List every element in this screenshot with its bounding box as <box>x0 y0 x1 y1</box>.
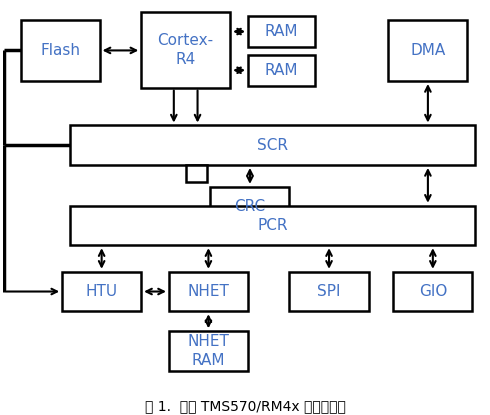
Text: SCR: SCR <box>257 138 288 153</box>
Text: RAM: RAM <box>265 24 298 39</box>
Bar <box>70 206 475 245</box>
Bar <box>210 187 290 227</box>
Bar <box>186 165 207 182</box>
Text: SPI: SPI <box>318 284 341 299</box>
Bar <box>169 272 248 311</box>
Bar <box>248 16 315 47</box>
Text: 图 1.  典型 TMS570/RM4x 器件方框图: 图 1. 典型 TMS570/RM4x 器件方框图 <box>145 399 345 413</box>
Text: DMA: DMA <box>410 43 445 58</box>
Bar <box>248 55 315 86</box>
Bar <box>169 331 248 371</box>
Text: GIO: GIO <box>418 284 447 299</box>
Bar <box>141 12 230 88</box>
Bar <box>290 272 368 311</box>
Text: HTU: HTU <box>86 284 118 299</box>
Text: Flash: Flash <box>40 43 80 58</box>
Text: PCR: PCR <box>257 218 288 233</box>
Bar <box>70 125 475 165</box>
Bar <box>21 20 99 81</box>
Text: NHET
RAM: NHET RAM <box>188 334 229 368</box>
Text: Cortex-
R4: Cortex- R4 <box>158 33 214 67</box>
Bar <box>393 272 472 311</box>
Bar <box>389 20 467 81</box>
Text: CRC: CRC <box>234 199 266 214</box>
Text: NHET: NHET <box>188 284 229 299</box>
Bar <box>62 272 141 311</box>
Text: RAM: RAM <box>265 63 298 78</box>
